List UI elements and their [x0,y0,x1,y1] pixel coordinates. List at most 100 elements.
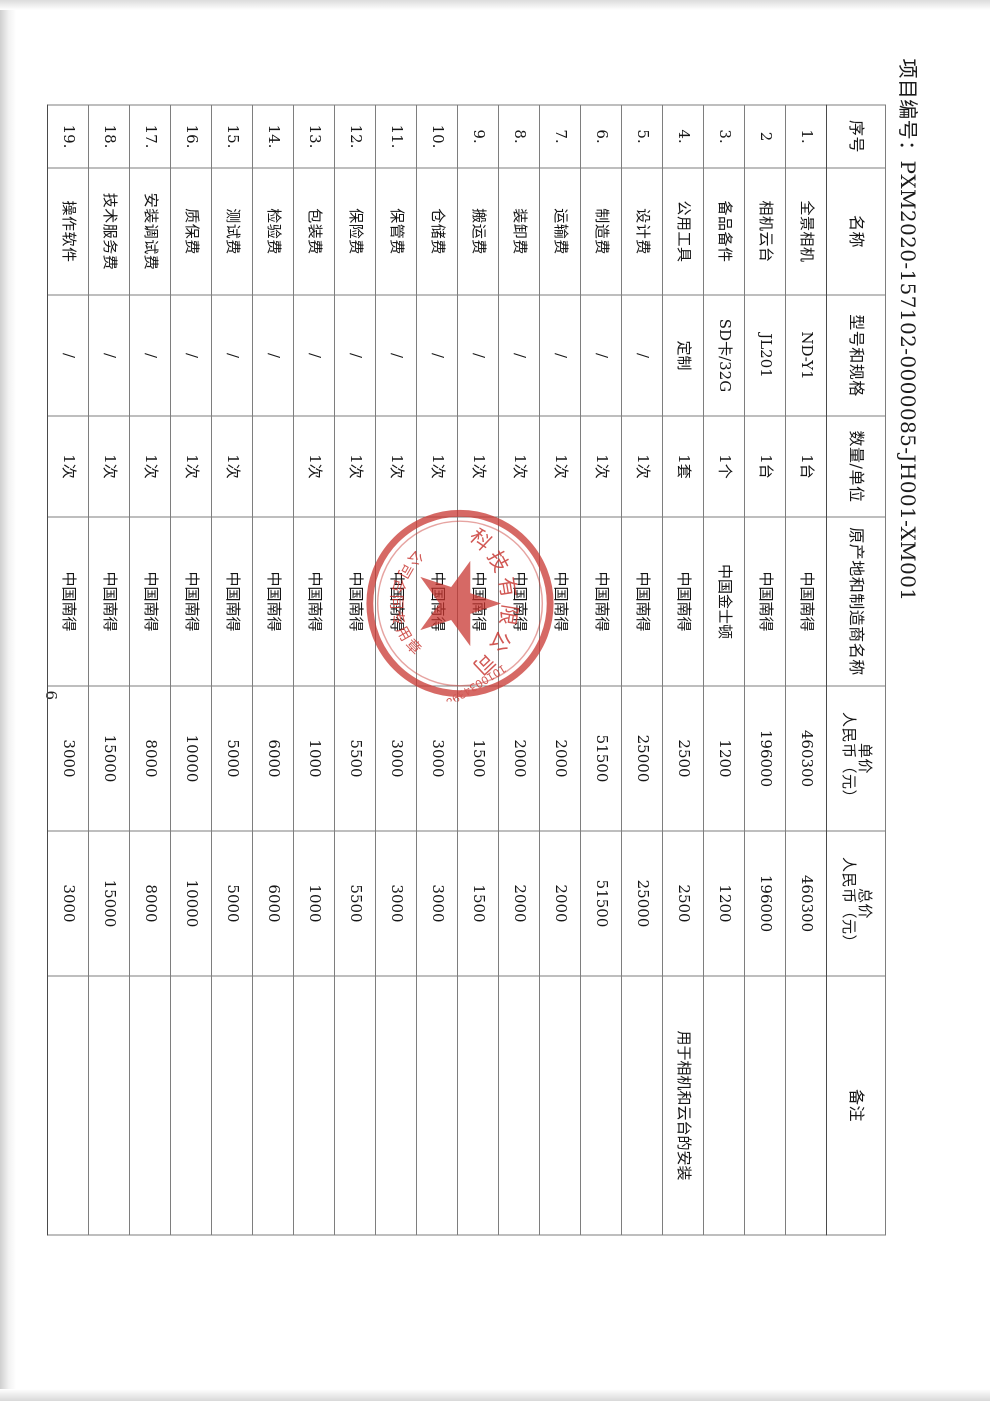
table-row: 19. 操作软件/1次 中国南得 3000 3000 [47,104,89,1235]
cell-unit-price: 460300 [785,685,827,831]
cell-total-price: 1500 [457,830,499,976]
cell-unit-price: 3000 [375,685,417,831]
cell-origin: 中国南得 [170,516,212,686]
cell-spec: / [129,294,171,416]
cell-spec: SD卡/32G [703,294,745,416]
cell-total-price: 15000 [88,830,130,976]
header-unit-price-line1: 单价 [855,742,874,774]
cell-remark [252,975,294,1235]
cell-origin: 中国南得 [47,516,89,686]
table-row: 9. 搬运费/1次 中国南得 1500 1500 [457,104,499,1235]
cell-remark [498,975,540,1235]
cell-name: 运输费 [539,167,581,295]
cell-origin: 中国南得 [457,516,499,686]
cell-unit-price: 3000 [47,685,89,831]
cell-unit-price: 5000 [211,685,253,831]
cell-spec: / [457,294,499,416]
table-body: 1. 全景相机 ND-Y1 1台 中国南得 460300 460300 2 相机云台 JL201 1… [47,104,827,1235]
cell-name: 保险费 [334,167,376,295]
header-spec: 型号和规格 [826,294,886,416]
table-row: 4. 公用工具 定制 1套 中国南得 2500 2500 用于相机和云台的安装 [662,104,704,1235]
cell-spec: / [334,294,376,416]
cell-spec: 定制 [662,294,704,416]
cell-spec: / [580,294,622,416]
cell-unit-price: 25000 [621,685,663,831]
cell-spec: ND-Y1 [785,294,827,416]
table-row: 16. 质保费/1次 中国南得 10000 10000 [170,104,212,1235]
project-number: 项目编号：PXM2020-157102-0000085-JH001-XM001 [896,58,920,601]
cell-no: 13. [293,104,335,168]
cell-qty: 1台 [785,415,827,517]
cell-total-price: 2000 [539,830,581,976]
header-qty: 数量/单位 [826,415,886,517]
cell-total-price: 196000 [744,830,786,976]
cell-qty: 1次 [129,415,171,517]
header-unit-price: 单价 人民币（元） [826,685,886,831]
cell-no: 16. [170,104,212,168]
cell-remark [703,975,745,1235]
cell-name: 测试费 [211,167,253,295]
cell-name: 公用工具 [662,167,704,295]
cell-unit-price: 3000 [416,685,458,831]
header-no: 序号 [826,104,886,168]
header-name: 名称 [826,167,886,295]
cell-remark [88,975,130,1235]
cell-remark [211,975,253,1235]
cell-unit-price: 15000 [88,685,130,831]
cell-qty: 1次 [88,415,130,517]
cell-origin: 中国南得 [498,516,540,686]
cell-remark [47,975,89,1235]
cell-origin: 中国南得 [580,516,622,686]
cell-unit-price: 196000 [744,685,786,831]
cell-name: 备品备件 [703,167,745,295]
cell-name: 包装费 [293,167,335,295]
cell-no: 15. [211,104,253,168]
cell-remark [621,975,663,1235]
cell-qty: 1个 [703,415,745,517]
cell-total-price: 1200 [703,830,745,976]
cell-remark [334,975,376,1235]
cell-remark [539,975,581,1235]
cell-total-price: 1000 [293,830,335,976]
cell-remark [416,975,458,1235]
cell-remark [170,975,212,1235]
cell-no: 11. [375,104,417,168]
cell-spec: / [170,294,212,416]
cell-qty: 1次 [621,415,663,517]
cell-no: 1. [785,104,827,168]
cell-qty: 1次 [457,415,499,517]
cell-unit-price: 5500 [334,685,376,831]
cell-name: 质保费 [170,167,212,295]
cell-name: 仓储费 [416,167,458,295]
header-total-price-line2: 人民币（元） [840,856,858,950]
cell-spec: / [211,294,253,416]
cell-unit-price: 1200 [703,685,745,831]
cell-name: 安装调试费 [129,167,171,295]
cell-no: 8. [498,104,540,168]
cell-origin: 中国南得 [375,516,417,686]
table-header-row: 序号 名称 型号和规格 数量/单位 原产地和制造商名称 单价 人民币（元） 总价… [826,104,886,1235]
table-row: 12. 保险费/1次 中国南得 5500 5500 [334,104,376,1235]
cell-origin: 中国南得 [252,516,294,686]
price-list-table: 序号 名称 型号和规格 数量/单位 原产地和制造商名称 单价 人民币（元） 总价… [47,104,886,1235]
cell-remark [129,975,171,1235]
cell-origin: 中国南得 [88,516,130,686]
cell-origin: 中国南得 [293,516,335,686]
cell-name: 搬运费 [457,167,499,295]
table-row: 5. 设计费/1次 中国南得 25000 25000 [621,104,663,1235]
table-row: 6. 制造费/1次 中国南得 51500 51500 [580,104,622,1235]
cell-total-price: 25000 [621,830,663,976]
cell-total-price: 51500 [580,830,622,976]
cell-remark: 用于相机和云台的安装 [662,975,704,1235]
header-origin: 原产地和制造商名称 [826,516,886,686]
cell-qty: 1次 [293,415,335,517]
table-row: 8. 装卸费/1次 中国南得 2000 2000 [498,104,540,1235]
table-row: 15. 测试费/1次 中国南得 5000 5000 [211,104,253,1235]
cell-spec: / [498,294,540,416]
cell-spec: / [416,294,458,416]
cell-spec: / [88,294,130,416]
cell-no: 19. [47,104,89,168]
cell-no: 2 [744,104,786,168]
cell-qty: 1次 [416,415,458,517]
